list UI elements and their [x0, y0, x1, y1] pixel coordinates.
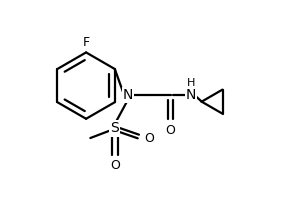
Text: O: O: [166, 124, 175, 137]
Text: H: H: [187, 78, 195, 88]
Text: N: N: [186, 88, 196, 102]
Text: F: F: [83, 36, 90, 49]
Text: S: S: [111, 121, 119, 135]
Text: O: O: [110, 159, 120, 172]
Text: O: O: [144, 132, 154, 144]
Text: N: N: [123, 88, 133, 102]
